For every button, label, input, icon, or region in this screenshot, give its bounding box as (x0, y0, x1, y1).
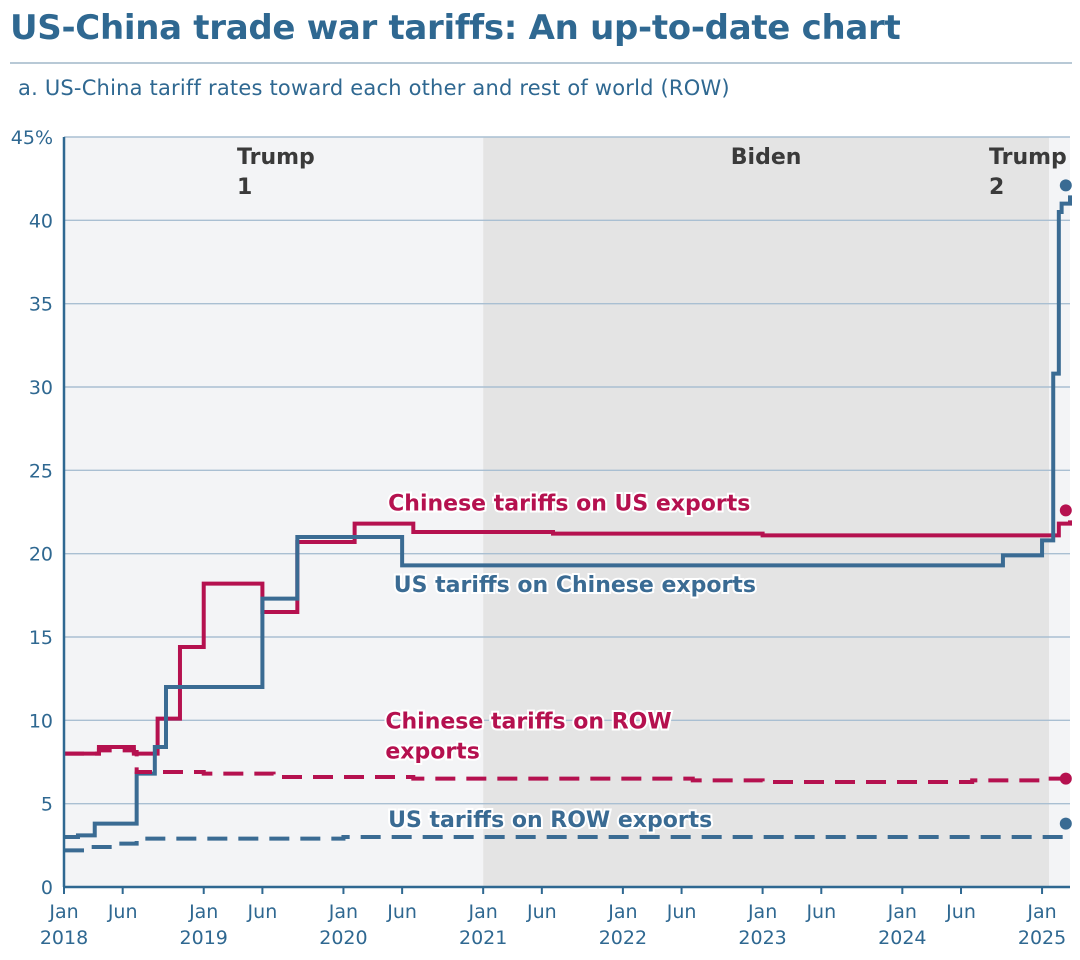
x-tick-year: 2022 (599, 927, 647, 949)
period-label-line: Trump (237, 145, 315, 170)
annotation-line: Chinese tariffs on ROW (385, 710, 671, 735)
x-tick-month: Jun (945, 901, 976, 923)
period-label-trump-2: Trump 2 (989, 145, 1067, 200)
period-band-trump-1 (64, 137, 484, 887)
x-tick-month: Jan (1026, 901, 1056, 923)
x-tick-month: Jan (328, 901, 358, 923)
x-tick-month: Jan (48, 901, 78, 923)
gridlines (64, 136, 1070, 805)
x-tick-month: Jan (188, 901, 218, 923)
y-tick-label-0: 0 (41, 877, 53, 899)
y-tick-label-35: 35 (29, 294, 53, 316)
annotation-line: US tariffs on ROW exports (388, 808, 712, 833)
y-tick-label-10: 10 (29, 710, 53, 732)
x-tick-year: 2018 (40, 927, 88, 949)
series-annotations: Chinese tariffs on US exports US tariffs … (383, 489, 758, 835)
period-labels: Trump 1 Biden Trump 2 (237, 145, 1067, 200)
annotation-us-tariffs-on-row-exports: US tariffs on ROW exports (388, 808, 712, 833)
y-tick-label-5: 5 (41, 794, 53, 816)
x-tick-month: Jun (107, 901, 138, 923)
chart-subtitle: a. US-China tariff rates toward each oth… (18, 76, 730, 100)
x-tick-year: 2020 (319, 927, 367, 949)
period-label-biden: Biden (731, 145, 802, 170)
series-line-chinese-tariffs-on-row-exports (64, 748, 1070, 784)
y-axis-ticks: 0 5 10 15 20 25 30 35 40 45% (11, 127, 53, 899)
x-tick-month: Jun (386, 901, 417, 923)
period-shading (64, 137, 1070, 887)
x-tick-year: 2021 (459, 927, 507, 949)
x-tick-month: Jan (747, 901, 777, 923)
x-tick-year: 2024 (878, 927, 926, 949)
period-label-line: 1 (237, 175, 252, 200)
annotation-us-tariffs-on-chinese-exports: US tariffs on Chinese exports (394, 573, 756, 598)
x-tick-month: Jun (526, 901, 557, 923)
x-tick-year: 2019 (180, 927, 228, 949)
x-tick-month: Jun (805, 901, 836, 923)
annotation-line: Chinese tariffs on US exports (388, 491, 750, 516)
x-tick-month: Jan (887, 901, 917, 923)
period-band-biden (483, 137, 1050, 887)
y-tick-label-45: 45% (11, 127, 53, 149)
x-tick-month: Jan (468, 901, 498, 923)
end-point-us-tariffs-on-row-exports (1059, 817, 1072, 830)
period-label-line: Biden (731, 145, 802, 170)
series-end-points (1059, 179, 1072, 830)
x-axis-ticks: Jan 2018 Jun Jan 2019 Jun Jan 2020 Jun Jan 2021 Jun… (40, 887, 1066, 949)
end-point-us-tariffs-on-chinese-exports (1059, 179, 1072, 192)
x-tick-month: Jan (607, 901, 637, 923)
y-tick-label-40: 40 (29, 210, 53, 232)
annotation-chinese-tariffs-on-row-exports: Chinese tariffs on ROW exports (385, 710, 671, 765)
title-divider (10, 62, 1072, 64)
series-lines (64, 195, 1072, 853)
chart-title: US-China trade war tariffs: An up-to-dat… (10, 8, 901, 48)
y-tick-label-20: 20 (29, 544, 53, 566)
x-tick-year: 2025 (1018, 927, 1066, 949)
series-line-us-tariffs-on-chinese-exports (64, 195, 1072, 839)
x-tick-month: Jun (247, 901, 278, 923)
x-tick-month: Jun (666, 901, 697, 923)
y-tick-label-30: 30 (29, 377, 53, 399)
period-label-line: 2 (989, 175, 1004, 200)
y-tick-label-25: 25 (29, 460, 53, 482)
x-tick-year: 2023 (738, 927, 786, 949)
end-point-chinese-tariffs-on-us-exports (1059, 504, 1072, 517)
annotation-line: exports (385, 740, 479, 765)
annotation-line: US tariffs on Chinese exports (394, 573, 756, 598)
y-tick-label-15: 15 (29, 627, 53, 649)
annotation-chinese-tariffs-on-us-exports: Chinese tariffs on US exports (388, 491, 750, 516)
series-line-us-tariffs-on-row-exports (64, 835, 1070, 853)
end-point-chinese-tariffs-on-row-exports (1059, 772, 1072, 785)
period-label-trump-1: Trump 1 (237, 145, 315, 200)
period-label-line: Trump (989, 145, 1067, 170)
period-band-trump-2 (1049, 137, 1070, 887)
